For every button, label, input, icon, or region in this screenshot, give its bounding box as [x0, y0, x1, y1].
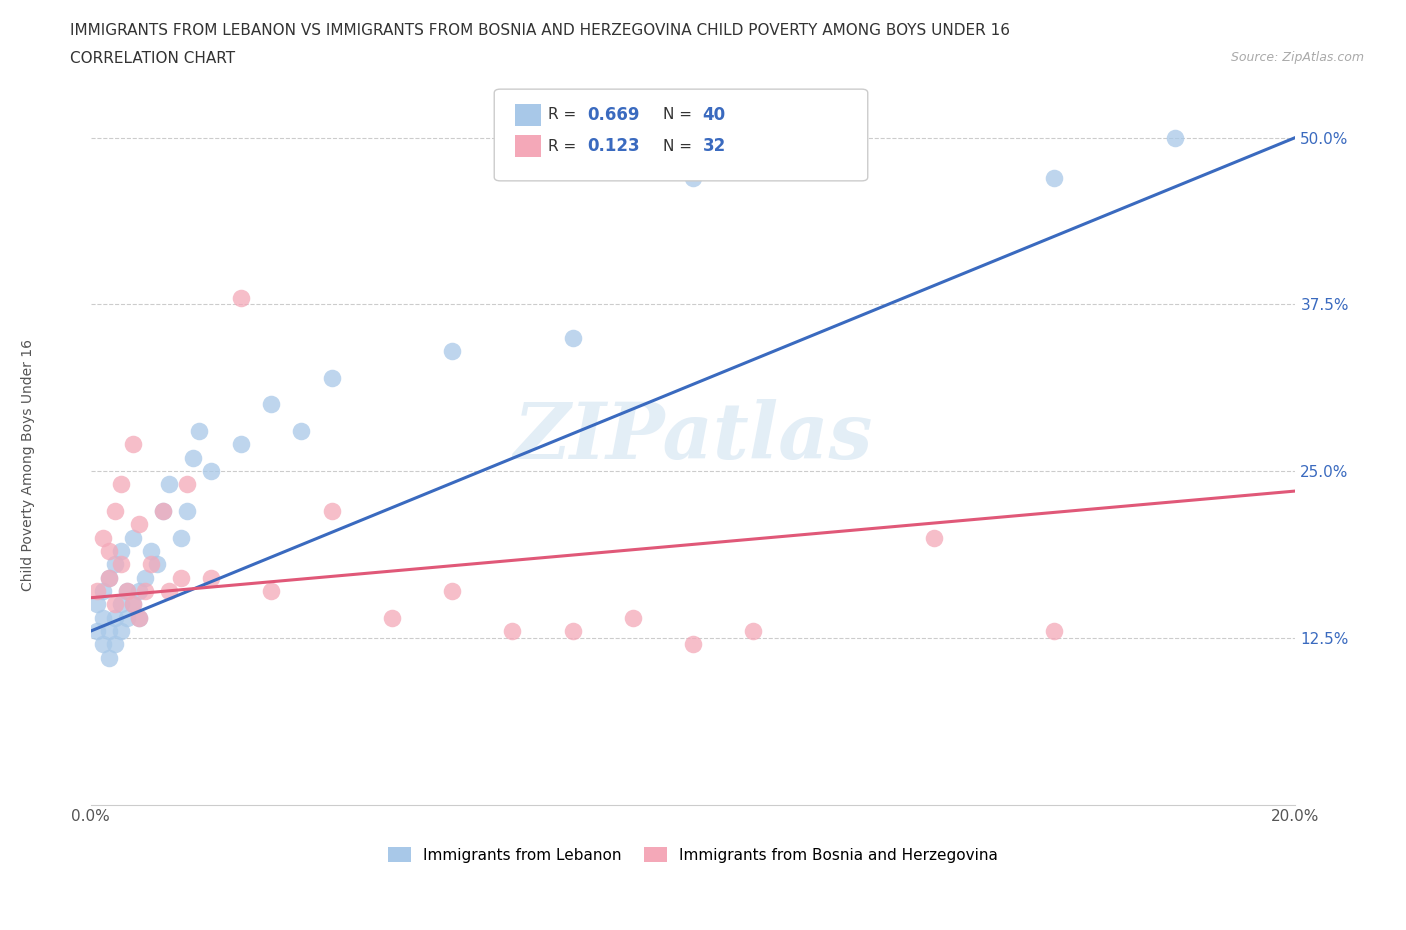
Point	[104, 557, 127, 572]
Point	[170, 570, 193, 585]
Point	[86, 624, 108, 639]
Point	[742, 624, 765, 639]
Point	[231, 437, 253, 452]
Text: Child Poverty Among Boys Under 16: Child Poverty Among Boys Under 16	[21, 339, 35, 591]
Point	[682, 637, 704, 652]
Point	[231, 290, 253, 305]
Point	[321, 504, 343, 519]
Point	[128, 610, 150, 625]
Point	[104, 504, 127, 519]
Point	[260, 584, 283, 599]
Point	[922, 530, 945, 545]
Point	[115, 584, 138, 599]
Point	[1164, 130, 1187, 145]
Point	[128, 610, 150, 625]
Text: IMMIGRANTS FROM LEBANON VS IMMIGRANTS FROM BOSNIA AND HERZEGOVINA CHILD POVERTY : IMMIGRANTS FROM LEBANON VS IMMIGRANTS FR…	[70, 23, 1011, 38]
Text: 40: 40	[703, 106, 725, 124]
Point	[97, 570, 120, 585]
Point	[110, 597, 132, 612]
Point	[1043, 170, 1066, 185]
Point	[146, 557, 169, 572]
Text: Source: ZipAtlas.com: Source: ZipAtlas.com	[1230, 51, 1364, 64]
Point	[321, 370, 343, 385]
Legend: Immigrants from Lebanon, Immigrants from Bosnia and Herzegovina: Immigrants from Lebanon, Immigrants from…	[380, 839, 1005, 870]
Point	[1043, 624, 1066, 639]
Text: N =: N =	[662, 107, 697, 123]
Point	[621, 610, 644, 625]
Point	[110, 624, 132, 639]
Point	[121, 530, 143, 545]
Point	[561, 624, 583, 639]
Point	[104, 637, 127, 652]
Point	[139, 557, 162, 572]
Point	[115, 584, 138, 599]
FancyBboxPatch shape	[515, 136, 541, 157]
Point	[260, 397, 283, 412]
Point	[176, 477, 198, 492]
Point	[91, 637, 114, 652]
Point	[97, 624, 120, 639]
Point	[152, 504, 174, 519]
Point	[381, 610, 404, 625]
Point	[139, 544, 162, 559]
Point	[803, 157, 825, 172]
Point	[176, 504, 198, 519]
Text: CORRELATION CHART: CORRELATION CHART	[70, 51, 235, 66]
Point	[157, 477, 180, 492]
Text: 32: 32	[703, 138, 725, 155]
Point	[200, 463, 222, 478]
Point	[441, 584, 464, 599]
Point	[561, 330, 583, 345]
Point	[682, 170, 704, 185]
Text: R =: R =	[548, 139, 582, 153]
Point	[121, 597, 143, 612]
Point	[152, 504, 174, 519]
Point	[86, 597, 108, 612]
Point	[97, 544, 120, 559]
Point	[181, 450, 204, 465]
Point	[115, 610, 138, 625]
Point	[290, 423, 312, 438]
Point	[134, 584, 156, 599]
Text: ZIPatlas: ZIPatlas	[513, 399, 873, 476]
Text: 0.669: 0.669	[588, 106, 640, 124]
Point	[97, 650, 120, 665]
Text: R =: R =	[548, 107, 582, 123]
Point	[157, 584, 180, 599]
Point	[128, 584, 150, 599]
Point	[91, 610, 114, 625]
FancyBboxPatch shape	[495, 89, 868, 180]
Point	[86, 584, 108, 599]
Point	[170, 530, 193, 545]
Point	[501, 624, 523, 639]
Point	[121, 597, 143, 612]
Point	[128, 517, 150, 532]
Point	[188, 423, 211, 438]
Point	[121, 437, 143, 452]
Point	[110, 477, 132, 492]
Point	[441, 343, 464, 358]
Point	[110, 557, 132, 572]
FancyBboxPatch shape	[515, 104, 541, 126]
Point	[104, 610, 127, 625]
Text: 0.123: 0.123	[588, 138, 640, 155]
Point	[200, 570, 222, 585]
Point	[104, 597, 127, 612]
Point	[91, 584, 114, 599]
Point	[110, 544, 132, 559]
Text: N =: N =	[662, 139, 697, 153]
Point	[134, 570, 156, 585]
Point	[97, 570, 120, 585]
Point	[91, 530, 114, 545]
